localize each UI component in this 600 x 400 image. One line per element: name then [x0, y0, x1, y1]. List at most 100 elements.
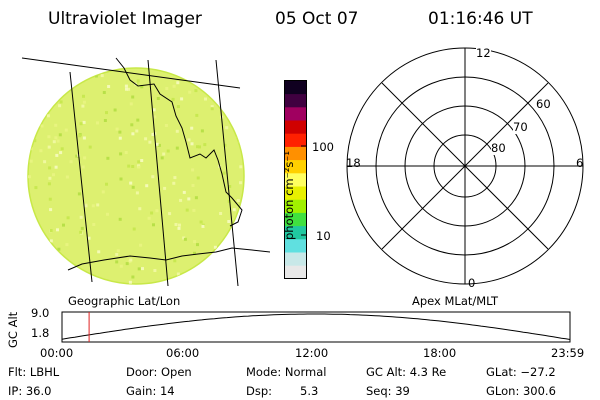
image-speckle — [246, 213, 249, 216]
image-speckle — [131, 275, 135, 279]
image-speckle — [28, 175, 31, 179]
image-speckle — [50, 260, 54, 264]
image-speckle — [80, 226, 84, 230]
altitude-plot — [61, 311, 571, 343]
image-speckle — [131, 165, 135, 168]
image-speckle — [210, 105, 214, 109]
image-speckle — [175, 279, 179, 283]
info-mode: Mode: Normal — [246, 365, 327, 379]
polar-panel-label: Apex MLat/MLT — [412, 294, 499, 308]
image-speckle — [46, 72, 49, 76]
info-filter: Flt: LBHL — [8, 365, 60, 379]
image-speckle — [118, 136, 122, 140]
image-speckle — [91, 204, 95, 208]
image-speckle — [127, 87, 131, 91]
image-speckle — [223, 143, 227, 147]
image-speckle — [188, 90, 192, 94]
meridian-central — [147, 59, 169, 287]
image-speckle — [168, 212, 172, 216]
colorbar-segment — [284, 80, 307, 95]
image-speckle — [105, 182, 108, 186]
colorbar-segment — [284, 225, 307, 240]
image-speckle — [81, 165, 85, 169]
altitude-xtick-1800: 18:00 — [423, 346, 457, 360]
image-speckle — [78, 134, 82, 138]
image-speckle — [163, 186, 167, 190]
image-speckle — [96, 203, 100, 207]
image-speckle — [199, 220, 203, 224]
image-speckle — [172, 181, 176, 185]
image-speckle — [104, 283, 108, 284]
app-title: Ultraviolet Imager — [48, 9, 202, 29]
image-speckle — [196, 145, 199, 149]
image-speckle — [49, 239, 53, 243]
image-speckle — [194, 73, 197, 77]
image-speckle — [139, 243, 143, 247]
image-speckle — [156, 97, 160, 100]
colorbar-segment — [284, 265, 307, 279]
altitude-ytick-high: 9.0 — [31, 306, 50, 320]
coastline-east — [115, 57, 243, 227]
image-speckle — [140, 159, 144, 162]
image-speckle — [247, 255, 250, 258]
info-glon: GLon: 300.6 — [486, 384, 556, 398]
image-speckle — [49, 229, 53, 232]
colorbar-segment — [284, 238, 307, 253]
image-speckle — [141, 267, 144, 271]
image-speckle — [241, 271, 244, 275]
image-speckle — [79, 215, 83, 219]
image-speckle — [132, 227, 136, 231]
image-speckle — [66, 83, 70, 87]
image-speckle — [56, 228, 59, 232]
image-speckle — [81, 104, 85, 108]
image-speckle — [153, 115, 157, 119]
image-speckle — [155, 209, 159, 213]
image-speckle — [233, 75, 236, 79]
mlt-label-12: 12 — [476, 46, 491, 60]
image-speckle — [155, 142, 159, 146]
image-speckle — [239, 181, 243, 185]
image-speckle — [40, 124, 44, 128]
image-speckle — [46, 103, 50, 107]
image-speckle — [193, 271, 197, 275]
image-speckle — [180, 97, 184, 101]
image-speckle — [196, 243, 199, 247]
image-speckle — [54, 123, 58, 127]
colorbar-segment — [284, 146, 307, 161]
image-speckle — [172, 84, 176, 88]
image-speckle — [150, 211, 154, 215]
image-speckle — [52, 173, 55, 177]
polar-diagonal-2 — [381, 82, 549, 250]
image-speckle — [79, 122, 83, 126]
parallel-north — [21, 57, 241, 89]
image-speckle — [90, 68, 94, 71]
image-speckle — [240, 243, 244, 247]
image-speckle — [136, 79, 140, 83]
info-glat: GLat: −27.2 — [486, 365, 556, 379]
colorbar-segment — [284, 186, 307, 200]
image-speckle — [201, 269, 205, 273]
image-speckle — [65, 243, 69, 247]
colorbar-tick-label-10: 10 — [316, 229, 331, 243]
image-speckle — [56, 139, 60, 143]
image-speckle — [137, 267, 141, 271]
image-speckle — [97, 250, 101, 254]
colorbar-segment — [284, 106, 307, 121]
image-speckle — [55, 93, 59, 97]
image-speckle — [57, 247, 61, 251]
image-speckle — [88, 145, 92, 149]
image-speckle — [175, 146, 179, 150]
info-dsp-value: 5.3 — [300, 384, 319, 398]
image-speckle — [162, 152, 166, 156]
image-speckle — [210, 107, 214, 111]
image-speckle — [116, 249, 120, 253]
image-speckle — [48, 166, 52, 170]
image-speckle — [105, 111, 108, 115]
image-speckle — [131, 185, 135, 189]
image-speckle — [115, 253, 119, 256]
image-speckle — [107, 85, 111, 88]
colorbar-segment — [284, 199, 307, 213]
image-speckle — [230, 104, 234, 108]
image-speckle — [47, 145, 51, 149]
image-speckle — [236, 244, 240, 248]
